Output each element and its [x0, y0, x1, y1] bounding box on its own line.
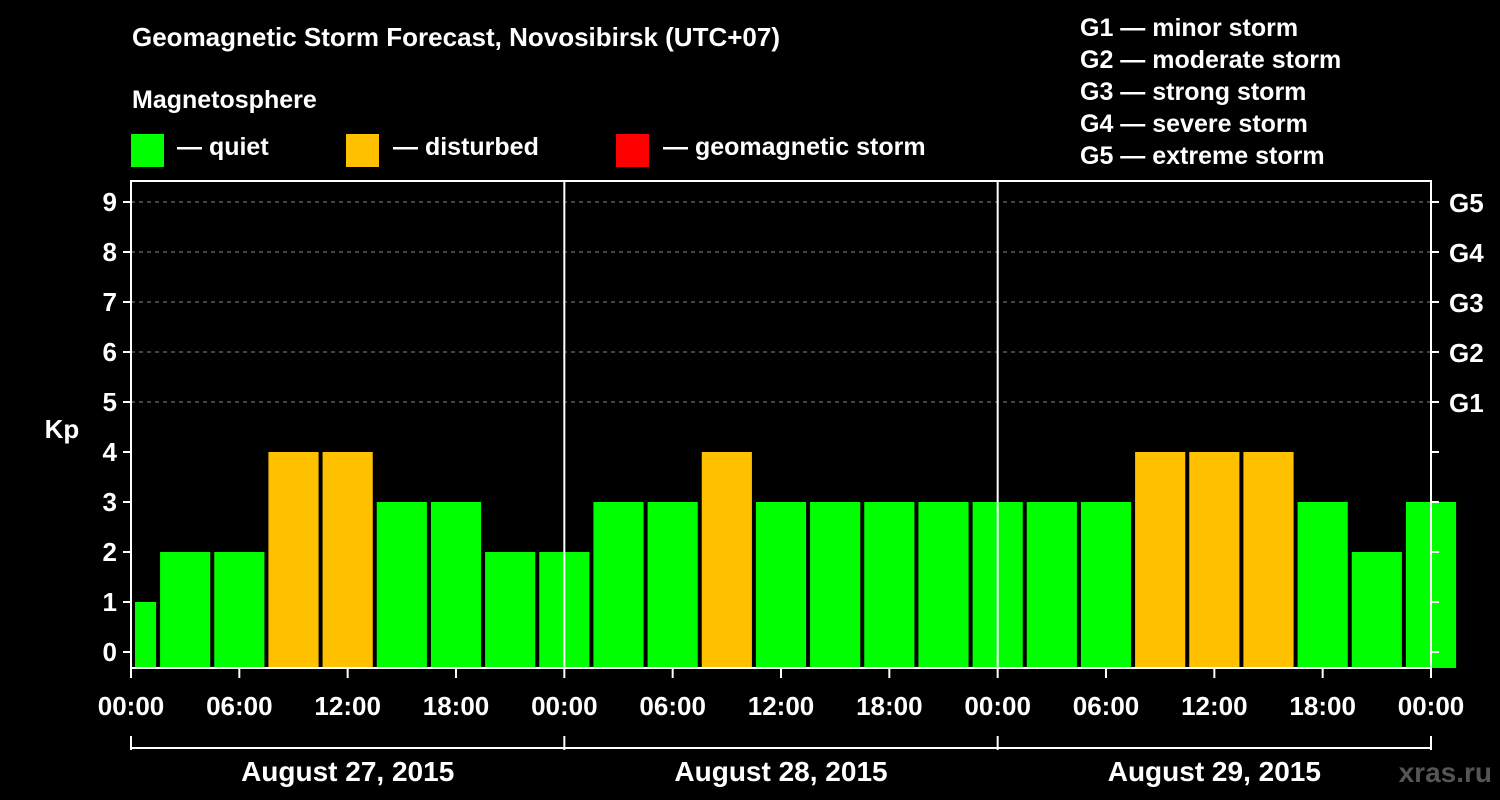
g-legend-item: G5 — extreme storm	[1080, 142, 1325, 170]
kp-bar	[755, 502, 807, 668]
y-tick-label: 9	[103, 187, 117, 217]
day-label: August 29, 2015	[1108, 756, 1321, 787]
day-label: August 27, 2015	[241, 756, 454, 787]
kp-bar	[593, 502, 644, 668]
g-legend-item: G3 — strong storm	[1080, 78, 1307, 106]
g-scale-label: G3	[1449, 288, 1484, 318]
y-tick-label: 5	[103, 387, 117, 417]
kp-bar	[268, 452, 319, 668]
y-tick-label: 1	[103, 587, 117, 617]
kp-bar	[135, 602, 157, 668]
x-tick-label: 18:00	[856, 691, 923, 721]
kp-bar	[1351, 552, 1402, 668]
kp-bar	[918, 502, 969, 668]
x-tick-label: 06:00	[1073, 691, 1140, 721]
g-scale-label: G2	[1449, 338, 1484, 368]
x-tick-label: 12:00	[748, 691, 815, 721]
x-tick-label: 12:00	[1181, 691, 1248, 721]
legend-label-storm: — geomagnetic storm	[663, 133, 926, 161]
kp-bar	[1243, 452, 1294, 668]
kp-bar	[647, 502, 698, 668]
legend-swatch-disturbed	[346, 134, 379, 167]
x-tick-label: 00:00	[98, 691, 165, 721]
x-tick-label: 00:00	[531, 691, 598, 721]
g-scale-label: G5	[1449, 188, 1484, 218]
kp-bar	[376, 502, 427, 668]
legend-swatch-storm	[616, 134, 649, 167]
kp-bar	[1189, 452, 1240, 668]
y-tick-label: 0	[103, 637, 117, 667]
kp-bar	[214, 552, 265, 668]
g-legend-item: G4 — severe storm	[1080, 110, 1308, 138]
kp-bar	[701, 452, 752, 668]
y-tick-label: 3	[103, 487, 117, 517]
kp-bar	[485, 552, 536, 668]
legend-label-disturbed: — disturbed	[393, 133, 539, 161]
x-tick-label: 00:00	[964, 691, 1031, 721]
legend-label-quiet: — quiet	[177, 133, 269, 161]
y-axis-label: Kp	[45, 414, 80, 444]
g-legend-item: G1 — minor storm	[1080, 14, 1299, 42]
chart-title: Geomagnetic Storm Forecast, Novosibirsk …	[132, 22, 781, 52]
y-tick-label: 7	[103, 287, 117, 317]
x-tick-label: 18:00	[423, 691, 490, 721]
y-tick-label: 6	[103, 337, 117, 367]
g-scale-legend: G1 — minor storm G2 — moderate storm G3 …	[1080, 12, 1341, 172]
kp-bar	[1297, 502, 1348, 668]
x-tick-label: 00:00	[1398, 691, 1465, 721]
day-label: August 28, 2015	[674, 756, 887, 787]
y-tick-label: 4	[103, 437, 118, 467]
watermark: xras.ru	[1398, 757, 1492, 788]
g-scale-label: G4	[1449, 238, 1484, 268]
kp-bar	[810, 502, 861, 668]
x-tick-label: 12:00	[314, 691, 381, 721]
kp-bar	[864, 502, 915, 668]
legend-swatch-quiet	[131, 134, 164, 167]
x-tick-label: 06:00	[206, 691, 273, 721]
kp-bar	[160, 552, 211, 668]
kp-bar	[1080, 502, 1132, 668]
x-tick-label: 06:00	[639, 691, 706, 721]
y-tick-label: 8	[103, 237, 117, 267]
y-tick-label: 2	[103, 537, 117, 567]
x-tick-label: 18:00	[1289, 691, 1356, 721]
kp-bar	[1026, 502, 1077, 668]
g-legend-item: G2 — moderate storm	[1080, 46, 1342, 74]
kp-bar	[322, 452, 373, 668]
g-scale-label: G1	[1449, 388, 1484, 418]
chart-subtitle: Magnetosphere	[132, 86, 317, 114]
kp-bar	[430, 502, 482, 668]
kp-bar	[1135, 452, 1186, 668]
